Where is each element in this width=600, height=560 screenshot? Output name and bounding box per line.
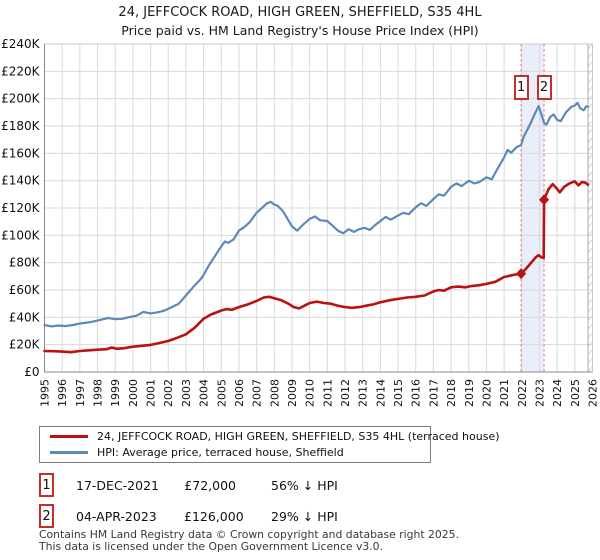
sale-1-vs-hpi: 56% ↓ HPI xyxy=(271,477,338,493)
sale-1-badge-text: 1 xyxy=(42,477,51,493)
svg-text:2021: 2021 xyxy=(498,379,511,407)
sale-2-number-badge: 2 xyxy=(39,504,54,528)
svg-text:£60K: £60K xyxy=(9,283,41,297)
svg-text:2013: 2013 xyxy=(357,379,370,407)
svg-text:1996: 1996 xyxy=(56,379,69,407)
svg-text:2015: 2015 xyxy=(392,379,405,407)
svg-text:2012: 2012 xyxy=(339,379,352,407)
svg-text:2023: 2023 xyxy=(533,379,546,407)
sale-1-number-badge: 1 xyxy=(39,473,54,497)
svg-text:2000: 2000 xyxy=(127,379,140,407)
hpi-line-swatch xyxy=(50,451,88,454)
legend-property-label: 24, JEFFCOCK ROAD, HIGH GREEN, SHEFFIELD… xyxy=(97,430,500,443)
sale-1-date: 17-DEC-2021 xyxy=(76,477,159,493)
svg-text:2002: 2002 xyxy=(162,379,175,407)
svg-text:2004: 2004 xyxy=(198,379,211,407)
svg-text:2017: 2017 xyxy=(427,379,440,407)
sale-marker-1-number: 1 xyxy=(516,80,526,95)
svg-text:2011: 2011 xyxy=(321,379,334,407)
svg-text:£140K: £140K xyxy=(1,174,41,188)
license-line-1: Contains HM Land Registry data © Crown c… xyxy=(39,528,459,541)
sale-row-2: 2 04-APR-2023 £126,000 29% ↓ HPI xyxy=(39,504,338,528)
svg-text:£0: £0 xyxy=(24,365,39,379)
svg-text:2022: 2022 xyxy=(516,379,529,407)
svg-text:2020: 2020 xyxy=(480,379,493,407)
svg-text:£80K: £80K xyxy=(9,256,41,270)
svg-text:1995: 1995 xyxy=(39,379,52,407)
svg-text:2001: 2001 xyxy=(145,379,158,407)
property-line-swatch xyxy=(50,435,88,438)
sale-2-vs-hpi: 29% ↓ HPI xyxy=(271,508,338,524)
svg-text:1998: 1998 xyxy=(92,379,105,407)
sale-2-date: 04-APR-2023 xyxy=(76,508,157,524)
license-line-2: This data is licensed under the Open Gov… xyxy=(39,539,383,553)
price-history-chart[interactable]: £0 £20K £40K £60K £80K £100K £120K £140K £160K £1… xyxy=(0,0,600,425)
svg-text:1999: 1999 xyxy=(109,379,122,407)
svg-text:£160K: £160K xyxy=(1,146,41,160)
sale-marker-label-2: 2 xyxy=(536,75,552,100)
sale-2-badge-text: 2 xyxy=(42,508,51,524)
svg-text:£20K: £20K xyxy=(9,338,41,352)
sale-row-1: 1 17-DEC-2021 £72,000 56% ↓ HPI xyxy=(39,473,338,497)
svg-text:2003: 2003 xyxy=(180,379,193,407)
sale-1-price: £72,000 xyxy=(184,477,236,493)
svg-text:2007: 2007 xyxy=(251,379,264,407)
chart-title: 24, JEFFCOCK ROAD, HIGH GREEN, SHEFFIELD… xyxy=(118,5,482,20)
svg-text:£180K: £180K xyxy=(1,119,41,133)
svg-text:£240K: £240K xyxy=(1,37,41,51)
svg-text:£220K: £220K xyxy=(1,64,41,78)
svg-text:2025: 2025 xyxy=(569,379,582,407)
legend: 24, JEFFCOCK ROAD, HIGH GREEN, SHEFFIELD… xyxy=(39,426,500,463)
svg-text:£120K: £120K xyxy=(1,201,41,215)
sale-marker-2-number: 2 xyxy=(539,80,549,95)
svg-text:2018: 2018 xyxy=(445,379,458,407)
legend-hpi-label: HPI: Average price, terraced house, Shef… xyxy=(97,446,344,459)
svg-text:£200K: £200K xyxy=(1,92,41,106)
svg-text:2008: 2008 xyxy=(268,379,281,407)
svg-text:£100K: £100K xyxy=(1,228,41,242)
svg-text:1997: 1997 xyxy=(74,379,87,407)
svg-text:2026: 2026 xyxy=(587,379,600,407)
svg-text:2006: 2006 xyxy=(233,379,246,407)
svg-text:2014: 2014 xyxy=(374,379,387,407)
svg-text:£40K: £40K xyxy=(9,310,41,324)
svg-text:2024: 2024 xyxy=(551,379,564,407)
svg-text:2019: 2019 xyxy=(463,379,476,407)
legend-item-property: 24, JEFFCOCK ROAD, HIGH GREEN, SHEFFIELD… xyxy=(40,429,500,445)
chart-subtitle: Price paid vs. HM Land Registry's House … xyxy=(121,23,479,38)
svg-text:2010: 2010 xyxy=(304,379,317,407)
sale-marker-label-1: 1 xyxy=(513,75,529,100)
license-footer: Contains HM Land Registry data © Crown c… xyxy=(39,529,459,552)
sale-2-price: £126,000 xyxy=(184,508,244,524)
svg-text:2016: 2016 xyxy=(410,379,423,407)
svg-text:2005: 2005 xyxy=(215,379,228,407)
legend-item-hpi: HPI: Average price, terraced house, Shef… xyxy=(40,445,430,461)
svg-text:2009: 2009 xyxy=(286,379,299,407)
